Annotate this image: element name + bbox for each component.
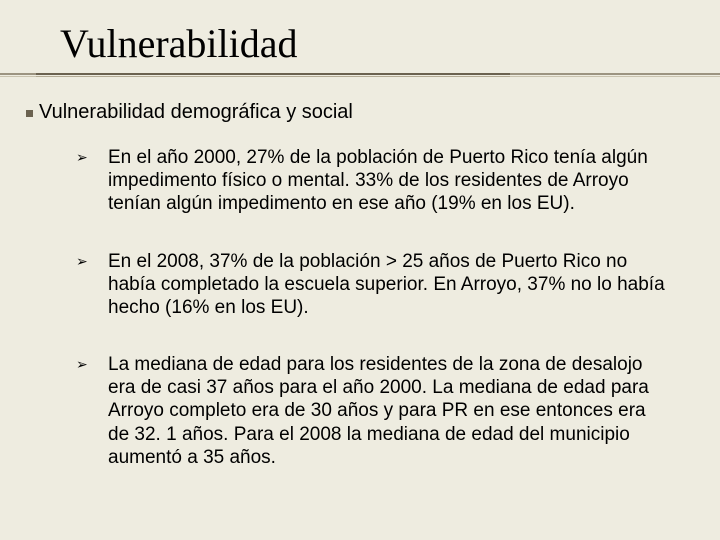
list-item: ➢ En el 2008, 37% de la población > 25 a… <box>76 250 672 320</box>
bullet-text: La mediana de edad para los residentes d… <box>108 353 672 469</box>
bullet-text: En el año 2000, 27% de la población de P… <box>108 146 672 216</box>
subtitle-square-marker <box>26 110 33 117</box>
subtitle-text: Vulnerabilidad demográfica y social <box>39 101 353 123</box>
list-item: ➢ En el año 2000, 27% de la población de… <box>76 146 672 216</box>
chevron-right-icon: ➢ <box>76 146 108 216</box>
bullet-list: ➢ En el año 2000, 27% de la población de… <box>0 124 720 469</box>
title-region: Vulnerabilidad <box>0 20 720 73</box>
subtitle-region: Vulnerabilidad demográfica y social <box>0 83 720 124</box>
chevron-right-icon: ➢ <box>76 250 108 320</box>
slide-title: Vulnerabilidad <box>60 20 720 67</box>
title-underline <box>0 73 720 83</box>
bullet-text: En el 2008, 37% de la población > 25 año… <box>108 250 672 320</box>
list-item: ➢ La mediana de edad para los residentes… <box>76 353 672 469</box>
chevron-right-icon: ➢ <box>76 353 108 469</box>
slide: Vulnerabilidad Vulnerabilidad demográfic… <box>0 0 720 540</box>
